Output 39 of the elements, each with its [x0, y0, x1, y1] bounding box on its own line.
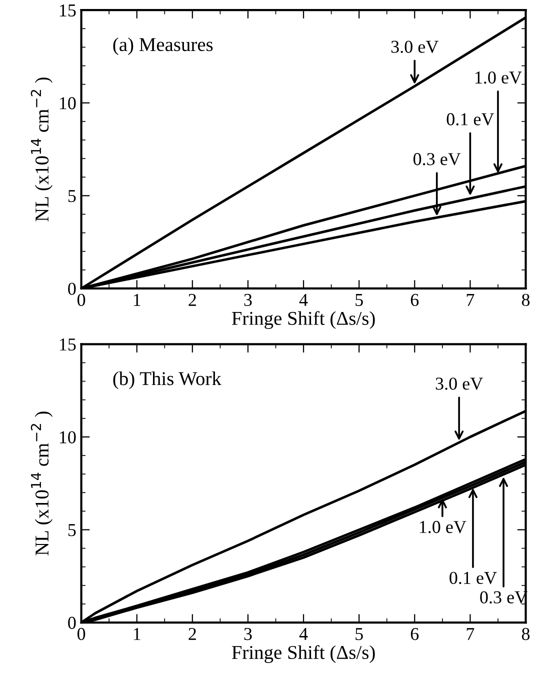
x-tick-label: 0 — [77, 628, 86, 640]
annotation: 3.0 eV — [436, 378, 483, 390]
y-tick-label: 15 — [60, 338, 76, 351]
x-tick-label: 7 — [466, 294, 474, 306]
x-axis-title: Fringe Shift (Δs/s) — [232, 311, 375, 329]
x-tick-label: 1 — [134, 294, 140, 306]
x-tick-label: 6 — [410, 628, 419, 640]
x-tick-label: 4 — [299, 628, 308, 640]
x-tick-label: 3 — [244, 294, 252, 306]
annotation: 1.0 eV — [475, 71, 522, 84]
y-tick-label: 0 — [68, 616, 76, 629]
y-tick-label: 10 — [60, 431, 76, 444]
y-tick-label: 5 — [68, 524, 76, 536]
y-tick-label: 15 — [60, 4, 76, 17]
x-tick-label: 1 — [134, 628, 140, 640]
y-tick-label: 5 — [68, 190, 76, 202]
x-tick-label: 2 — [188, 294, 196, 306]
x-tick-label: 0 — [77, 294, 86, 306]
annotation: 1.0 eV — [420, 520, 466, 534]
annotation: 3.0 eV — [391, 40, 438, 53]
y-axis-title: NL (x10$^{14}$ cm$^{−2}$ ) — [30, 78, 53, 222]
y-tick-label: 10 — [60, 97, 76, 110]
x-tick-label: 8 — [522, 294, 530, 306]
annotation: 0.1 eV — [446, 113, 494, 126]
annotation: (a) Measures — [113, 37, 213, 56]
annotation: 0.3 eV — [413, 153, 461, 166]
x-tick-label: 5 — [356, 628, 363, 640]
x-tick-label: 8 — [522, 628, 530, 640]
x-tick-label: 6 — [410, 294, 419, 306]
x-tick-label: 4 — [299, 294, 308, 306]
x-tick-label: 7 — [466, 628, 474, 640]
x-tick-label: 3 — [244, 628, 252, 640]
x-axis-title: Fringe Shift (Δs/s) — [232, 645, 375, 664]
y-tick-label: 0 — [68, 282, 76, 295]
annotation: 0.1 eV — [450, 572, 497, 584]
x-tick-label: 5 — [356, 294, 363, 306]
x-tick-label: 2 — [188, 628, 196, 640]
annotation: (b) This Work — [113, 372, 222, 390]
y-axis-title: NL (x10$^{14}$ cm$^{−2}$ ) — [30, 412, 53, 556]
